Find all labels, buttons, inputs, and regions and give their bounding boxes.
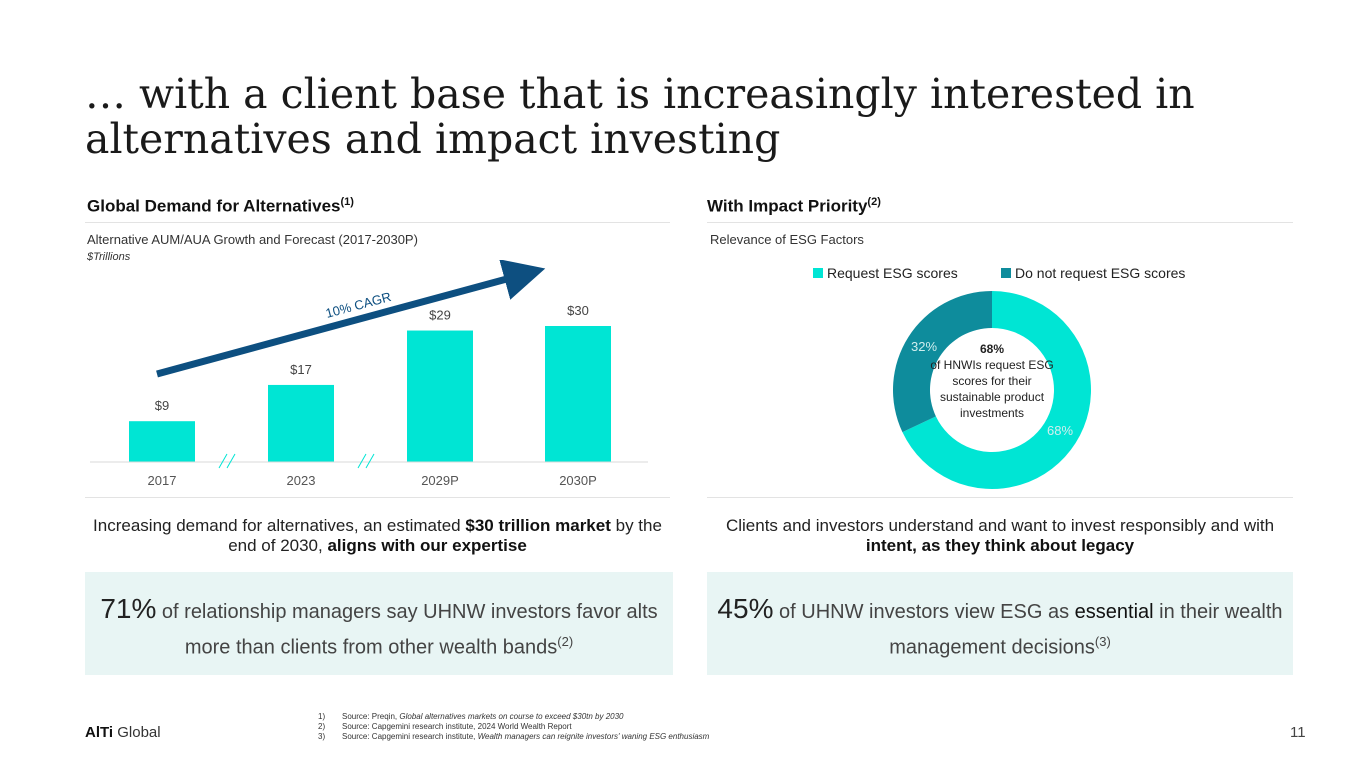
- left-body-bold-2: aligns with our expertise: [327, 536, 527, 555]
- left-callout-box: [85, 572, 673, 675]
- footnote-3-text: Source: Capgemini research institute,: [342, 732, 478, 741]
- right-heading-divider: [707, 222, 1293, 223]
- left-chart-subtitle: Alternative AUM/AUA Growth and Forecast …: [87, 232, 418, 247]
- footnote-1-italic: Global alternatives markets on course to…: [399, 712, 624, 721]
- right-chart-subtitle: Relevance of ESG Factors: [710, 232, 864, 247]
- left-body-divider: [85, 497, 670, 498]
- left-body-text: Increasing demand for alternatives, an e…: [85, 516, 670, 556]
- left-callout-text: 71% of relationship managers say UHNW in…: [95, 594, 663, 663]
- donut-pct-label-no-request: 32%: [911, 339, 937, 354]
- x-tick-2029P: 2029P: [421, 473, 459, 488]
- right-callout-essential: essential: [1074, 601, 1154, 623]
- donut-slice-no-request: [893, 291, 992, 433]
- left-heading-sup: (1): [340, 196, 354, 208]
- donut-pct-label-request: 68%: [1047, 423, 1073, 438]
- x-tick-2017: 2017: [148, 473, 177, 488]
- legend-label-request: Request ESG scores: [827, 265, 958, 281]
- left-callout-sup: (2): [557, 634, 574, 649]
- right-callout-sup: (3): [1094, 634, 1111, 649]
- footnote-1-text: Source: Preqin,: [342, 712, 400, 721]
- footnote-3: 3) Source: Capgemini research institute, …: [318, 732, 709, 742]
- logo-text: Global: [113, 724, 161, 741]
- right-body-pre: Clients and investors understand and wan…: [725, 516, 1275, 535]
- left-body-mid: by the end of 2030,: [228, 516, 662, 555]
- footnote-3-italic: Wealth managers can reignite investors' …: [477, 732, 710, 741]
- left-callout-body: of relationship managers say UHNW invest…: [156, 601, 658, 659]
- legend-swatch-request: [813, 268, 823, 278]
- donut-center-text: of HNWIs request ESG scores for their su…: [930, 358, 1054, 420]
- left-heading-text: Global Demand for Alternatives: [87, 196, 341, 216]
- left-heading-divider: [85, 222, 670, 223]
- footnote-3-num: 3): [318, 732, 326, 741]
- donut-slice-request: [902, 291, 1091, 489]
- alti-logo: AlTi Global: [85, 724, 161, 741]
- donut-center-pct: 68%: [979, 342, 1005, 356]
- right-callout-pre: of UHNW investors view ESG as: [773, 601, 1075, 623]
- footnote-1: 1) Source: Preqin, Global alternatives ma…: [318, 712, 709, 722]
- right-heading: With Impact Priority(2): [707, 196, 881, 217]
- footnote-2-num: 2): [318, 722, 326, 731]
- bar-2030P: [545, 326, 611, 462]
- x-tick-2023: 2023: [287, 473, 316, 488]
- page-number: 11: [1290, 724, 1306, 741]
- left-body-bold-1: $30 trillion market: [465, 516, 611, 535]
- right-body-divider: [707, 497, 1293, 498]
- right-callout-stat: 45%: [717, 593, 774, 624]
- right-heading-sup: (2): [867, 196, 881, 208]
- left-callout-stat: 71%: [100, 593, 157, 624]
- page-title: … with a client base that is increasingl…: [85, 72, 1285, 162]
- x-tick-2030P: 2030P: [559, 473, 597, 488]
- right-heading-text: With Impact Priority: [707, 196, 868, 216]
- bar-2017: [129, 421, 195, 462]
- left-chart-unit: $Trillions: [87, 251, 131, 263]
- right-callout-text: 45% of UHNW investors view ESG as essent…: [717, 594, 1283, 663]
- bar-value-label-2023: $17: [290, 362, 312, 377]
- right-body-bold: intent, as they think about legacy: [865, 536, 1135, 555]
- right-callout-box: [707, 572, 1293, 675]
- legend-swatch-no-request: [1001, 268, 1011, 278]
- axis-break-1: [218, 453, 236, 469]
- donut-chart: 68% 32%: [893, 291, 1091, 489]
- cagr-arrow: [156, 260, 546, 378]
- left-heading: Global Demand for Alternatives(1): [87, 196, 354, 217]
- title-line-2: alternatives and impact investing: [85, 115, 781, 163]
- left-body-pre: Increasing demand for alternatives, an e…: [93, 516, 466, 535]
- right-body-text: Clients and investors understand and wan…: [707, 516, 1293, 556]
- bar-value-label-2029P: $29: [429, 308, 451, 323]
- bar-value-label-2030P: $30: [567, 303, 589, 318]
- logo-bold: AlTi: [85, 724, 114, 741]
- bar-2023: [268, 384, 334, 462]
- bar-value-label-2017: $9: [155, 398, 169, 413]
- footnote-2-text: Source: Capgemini research institute, 20…: [342, 722, 572, 731]
- legend-request: Request ESG scores: [813, 265, 958, 281]
- footnotes: 1) Source: Preqin, Global alternatives ma…: [318, 712, 709, 742]
- right-callout-post: in their wealth management decisions: [889, 601, 1283, 659]
- bar-2029P: [407, 330, 473, 462]
- legend-label-no-request: Do not request ESG scores: [1015, 265, 1186, 281]
- axis-break-2: [357, 453, 375, 469]
- donut-center-label: 68% of HNWIs request ESG scores for thei…: [928, 341, 1056, 421]
- footnote-1-num: 1): [318, 712, 326, 721]
- footnote-2: 2) Source: Capgemini research institute, …: [318, 722, 709, 732]
- title-line-1: … with a client base that is increasingl…: [85, 70, 1195, 118]
- legend-no-request: Do not request ESG scores: [1001, 265, 1185, 281]
